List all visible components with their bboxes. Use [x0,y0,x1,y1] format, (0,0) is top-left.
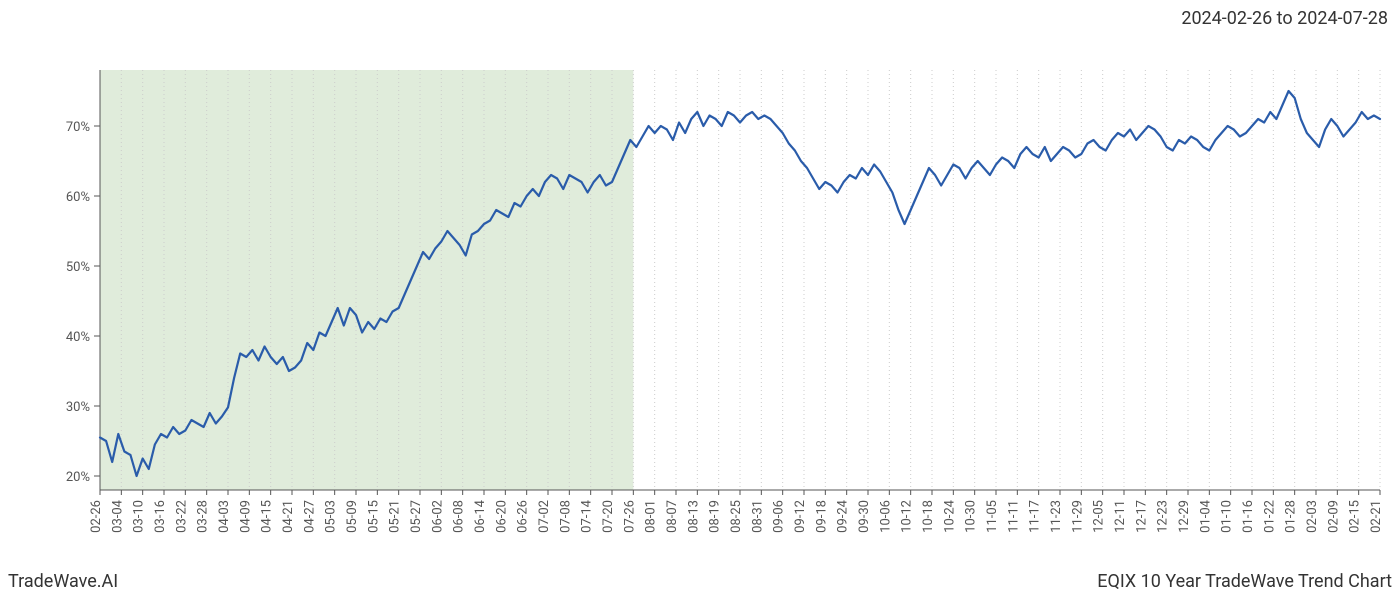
x-ticks: 02-26 03-04 03-10 03-16 03-22 03-28 04-03 04-09… [89,490,1384,533]
svg-text:06-20: 06-20 [494,500,509,533]
svg-text:11-29: 11-29 [1070,500,1085,533]
svg-text:03-22: 03-22 [174,500,189,533]
svg-text:12-29: 12-29 [1177,500,1192,533]
svg-text:40%: 40% [66,330,90,345]
svg-text:10-18: 10-18 [921,500,936,533]
svg-text:11-11: 11-11 [1006,500,1021,533]
trend-chart: 20% 30% 40% 50% 60% 70% 02-26 03-04 03-10 03-16 03… [0,40,1400,560]
svg-text:06-08: 06-08 [452,500,467,533]
svg-text:05-15: 05-15 [366,500,381,533]
svg-text:02-26: 02-26 [89,500,104,533]
svg-text:10-30: 10-30 [964,500,979,533]
svg-text:11-17: 11-17 [1028,500,1043,533]
svg-text:07-14: 07-14 [580,499,595,533]
svg-text:06-14: 06-14 [473,499,488,533]
svg-text:10-06: 10-06 [878,500,893,533]
svg-text:12-11: 12-11 [1113,500,1128,533]
svg-text:08-25: 08-25 [729,500,744,533]
svg-text:01-28: 01-28 [1284,500,1299,533]
svg-text:09-24: 09-24 [836,499,851,533]
y-ticks: 20% 30% 40% 50% 60% 70% [66,120,100,485]
svg-text:08-07: 08-07 [665,500,680,533]
svg-text:04-03: 04-03 [217,500,232,533]
svg-text:06-02: 06-02 [430,500,445,533]
svg-text:01-16: 01-16 [1241,500,1256,533]
svg-text:02-03: 02-03 [1305,500,1320,533]
chart-title: EQIX 10 Year TradeWave Trend Chart [1097,571,1392,592]
svg-text:09-30: 09-30 [857,500,872,533]
svg-text:06-26: 06-26 [516,500,531,533]
brand-label: TradeWave.AI [8,571,118,592]
date-range-label: 2024-02-26 to 2024-07-28 [1181,8,1388,29]
highlight-region [100,70,633,490]
svg-text:08-19: 08-19 [708,500,723,533]
svg-text:01-04: 01-04 [1198,499,1213,533]
svg-text:03-16: 03-16 [153,500,168,533]
svg-text:05-09: 05-09 [345,500,360,533]
svg-text:01-22: 01-22 [1262,500,1277,533]
svg-text:12-17: 12-17 [1134,500,1149,533]
svg-text:05-21: 05-21 [388,500,403,533]
svg-text:10-24: 10-24 [942,499,957,533]
svg-text:01-10: 01-10 [1220,500,1235,533]
svg-text:02-15: 02-15 [1348,500,1363,533]
svg-text:07-26: 07-26 [622,500,637,533]
svg-text:12-23: 12-23 [1156,500,1171,533]
svg-text:05-03: 05-03 [324,500,339,533]
svg-text:70%: 70% [66,120,90,135]
svg-text:07-02: 07-02 [537,500,552,533]
svg-text:04-27: 04-27 [302,500,317,533]
svg-text:09-06: 09-06 [772,500,787,533]
svg-text:07-20: 07-20 [601,500,616,533]
svg-text:03-10: 03-10 [132,500,147,533]
svg-text:11-23: 11-23 [1049,500,1064,533]
svg-text:11-05: 11-05 [985,500,1000,533]
svg-text:08-01: 08-01 [644,500,659,533]
svg-text:20%: 20% [66,470,90,485]
svg-text:50%: 50% [66,260,90,275]
svg-text:12-05: 12-05 [1092,500,1107,533]
svg-text:05-27: 05-27 [409,500,424,533]
svg-text:02-09: 02-09 [1326,500,1341,533]
svg-text:04-09: 04-09 [238,500,253,533]
svg-text:07-08: 07-08 [558,500,573,533]
chart-container: 20% 30% 40% 50% 60% 70% 02-26 03-04 03-10 03-16 03… [0,40,1400,560]
svg-text:10-12: 10-12 [900,500,915,533]
svg-text:03-28: 03-28 [196,500,211,533]
svg-text:02-21: 02-21 [1369,500,1384,533]
svg-text:08-31: 08-31 [750,500,765,533]
svg-text:08-13: 08-13 [686,500,701,533]
svg-text:30%: 30% [66,400,90,415]
svg-text:09-12: 09-12 [793,500,808,533]
svg-text:60%: 60% [66,190,90,205]
svg-text:04-21: 04-21 [281,500,296,533]
svg-text:09-18: 09-18 [814,500,829,533]
svg-text:03-04: 03-04 [110,499,125,533]
svg-text:04-15: 04-15 [260,500,275,533]
